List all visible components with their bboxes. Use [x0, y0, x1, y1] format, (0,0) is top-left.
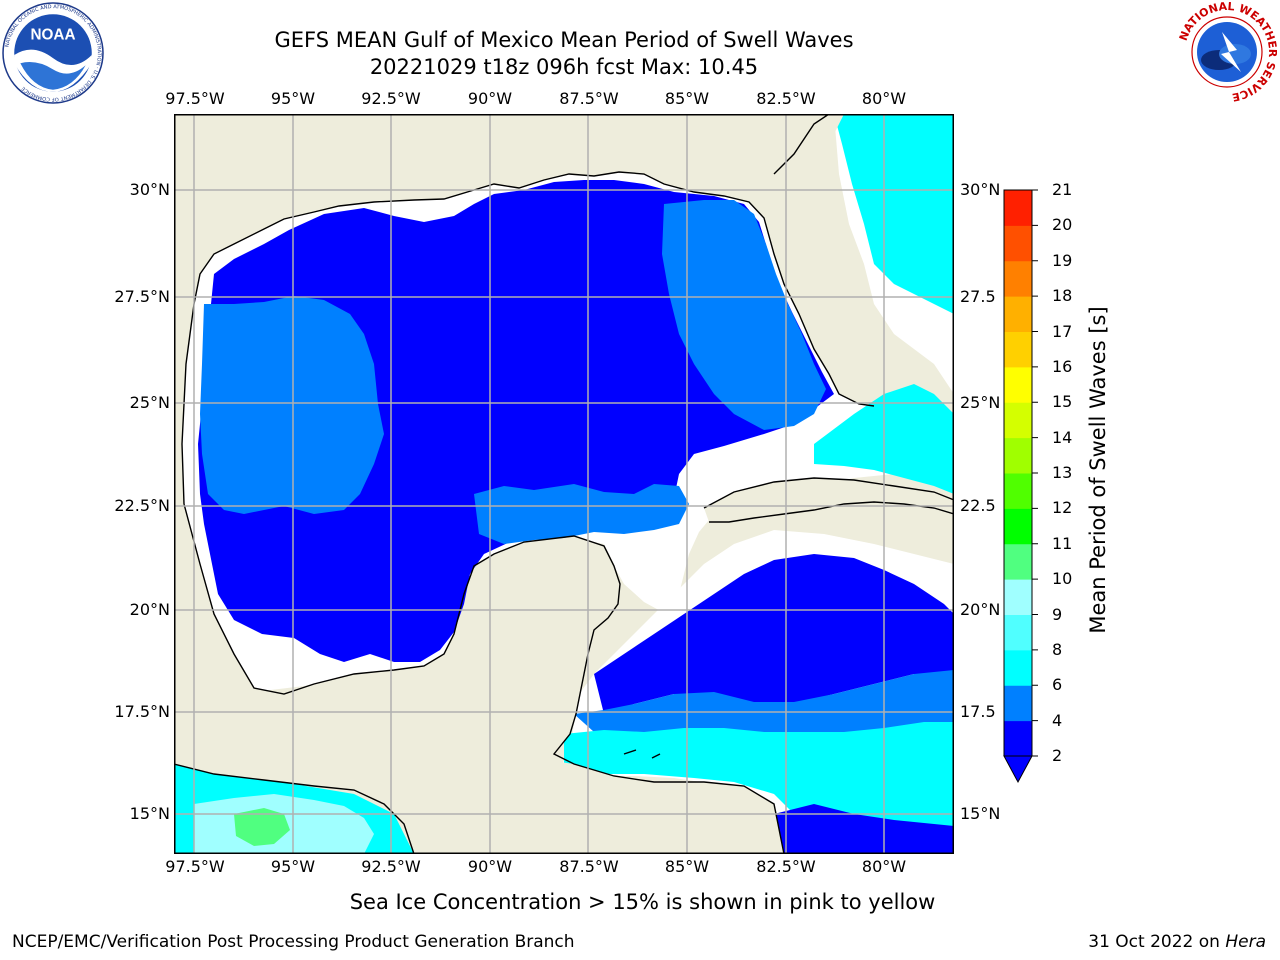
lat-tick-left: 25°N — [129, 393, 170, 412]
lon-tick-top: 87.5°W — [559, 89, 619, 108]
period-9-10-pacific — [234, 808, 290, 846]
colorbar-segment — [1004, 437, 1032, 474]
colorbar-tick-label: 8 — [1052, 639, 1063, 659]
period-4-6-central-gulf — [474, 484, 689, 544]
colorbar-tick-label: 11 — [1052, 533, 1073, 553]
lat-tick-right: 27.5 — [960, 287, 996, 306]
yucatan-peninsula — [470, 538, 620, 754]
cuba-island — [704, 478, 954, 522]
sea-ice-footnote: Sea Ice Concentration > 15% is shown in … — [349, 890, 936, 914]
colorbar-segment — [1004, 260, 1032, 297]
colorbar-segment — [1004, 508, 1032, 545]
lon-tick-top: 97.5°W — [165, 89, 225, 108]
colorbar-segment — [1004, 579, 1032, 615]
lat-tick-left: 15°N — [129, 804, 170, 823]
colorbar-segment — [1004, 366, 1032, 403]
period-4-6-east-gulf — [662, 200, 826, 430]
lat-tick-left: 27.5°N — [114, 287, 170, 306]
svg-text:NOAA: NOAA — [31, 27, 76, 44]
colorbar-tick-label: 13 — [1052, 463, 1073, 482]
colorbar-under-triangle — [1003, 755, 1033, 784]
noaa-logo-icon: NOAA NATIONAL OCEANIC AND ATMOSPHERIC AD… — [2, 2, 104, 104]
credit-date: 31 Oct 2022 on Hera — [1088, 932, 1266, 952]
colorbar-tick-label: 21 — [1052, 180, 1073, 199]
credit-machine: Hera — [1225, 932, 1266, 952]
lon-tick-top: 92.5°W — [361, 89, 421, 108]
map-title: GEFS MEAN Gulf of Mexico Mean Period of … — [274, 28, 854, 52]
lon-tick-bottom: 82.5°W — [756, 857, 816, 876]
lon-tick-bottom: 80°W — [861, 857, 907, 876]
colorbar-segment — [1004, 649, 1032, 686]
colorbar-tick-label: 2 — [1052, 746, 1063, 765]
colorbar-tick-label: 15 — [1052, 392, 1073, 412]
lat-tick-right: 25°N — [960, 393, 1001, 412]
lon-tick-top: 90°W — [467, 89, 513, 108]
period-4-6-western-gulf — [200, 296, 384, 514]
colorbar-tick-label: 14 — [1052, 427, 1073, 447]
nws-logo-icon: NATIONAL WEATHER SERVICE — [1177, 2, 1277, 102]
colorbar-tick-label: 12 — [1052, 498, 1073, 518]
colorbar-segment — [1004, 402, 1032, 439]
colorbar-tick-label: 10 — [1052, 569, 1073, 589]
period-2-4-caribbean — [594, 554, 954, 714]
colorbar-segment — [1004, 225, 1032, 262]
colorbar-segment — [1004, 331, 1032, 368]
lat-tick-left: 30°N — [129, 180, 170, 199]
lat-tick-left: 22.5°N — [114, 496, 170, 515]
colorbar-tick-label: 6 — [1052, 675, 1063, 695]
lat-tick-right: 30°N — [960, 180, 1001, 199]
lon-tick-top: 82.5°W — [756, 89, 816, 108]
lon-tick-bottom: 92.5°W — [361, 857, 421, 876]
period-6-8-atlantic — [834, 114, 954, 314]
colorbar-segment — [1004, 614, 1032, 651]
map-subtitle: 20221029 t18z 096h fcst Max: 10.45 — [369, 55, 759, 79]
colorbar-tick-label: 19 — [1052, 250, 1073, 270]
lon-tick-bottom: 85°W — [664, 857, 710, 876]
period-4-6-caribbean — [574, 670, 954, 734]
lat-tick-left: 17.5°N — [114, 702, 170, 721]
lat-tick-right: 22.5 — [960, 496, 996, 515]
lat-tick-right: 20°N — [960, 600, 1001, 619]
colorbar-segment — [1004, 296, 1032, 332]
colorbar-segment — [1004, 190, 1032, 226]
florida-peninsula — [774, 114, 892, 396]
lon-tick-bottom: 90°W — [467, 857, 513, 876]
lat-tick-left: 20°N — [129, 600, 170, 619]
lon-tick-bottom: 95°W — [270, 857, 316, 876]
lat-tick-right: 17.5 — [960, 702, 996, 721]
colorbar-segment — [1004, 473, 1032, 509]
colorbar-segment — [1004, 543, 1032, 580]
credit-producer: NCEP/EMC/Verification Post Processing Pr… — [12, 932, 575, 952]
graticule — [174, 114, 954, 854]
colorbar-title: Mean Period of Swell Waves [s] — [1086, 306, 1110, 634]
colorbar-segment — [1004, 720, 1032, 757]
lon-tick-top: 95°W — [270, 89, 316, 108]
lon-tick-top: 85°W — [664, 89, 710, 108]
lon-tick-bottom: 97.5°W — [165, 857, 225, 876]
lon-tick-bottom: 87.5°W — [559, 857, 619, 876]
colorbar-tick-label: 16 — [1052, 356, 1073, 376]
lon-tick-top: 80°W — [861, 89, 907, 108]
colorbar-segment — [1004, 685, 1032, 722]
swell-period-map — [174, 114, 954, 854]
colorbar-tick-label: 18 — [1052, 286, 1073, 306]
period-2-4-caribbean-south — [764, 804, 954, 854]
mexico-south-land — [174, 654, 784, 854]
lat-tick-right: 15°N — [960, 804, 1001, 823]
colorbar-tick-label: 4 — [1052, 710, 1063, 730]
colorbar-tick-label: 17 — [1052, 321, 1073, 341]
colorbar-tick-label: 9 — [1052, 604, 1063, 624]
colorbar-tick-label: 20 — [1052, 215, 1073, 235]
colorbar — [1003, 189, 1038, 784]
